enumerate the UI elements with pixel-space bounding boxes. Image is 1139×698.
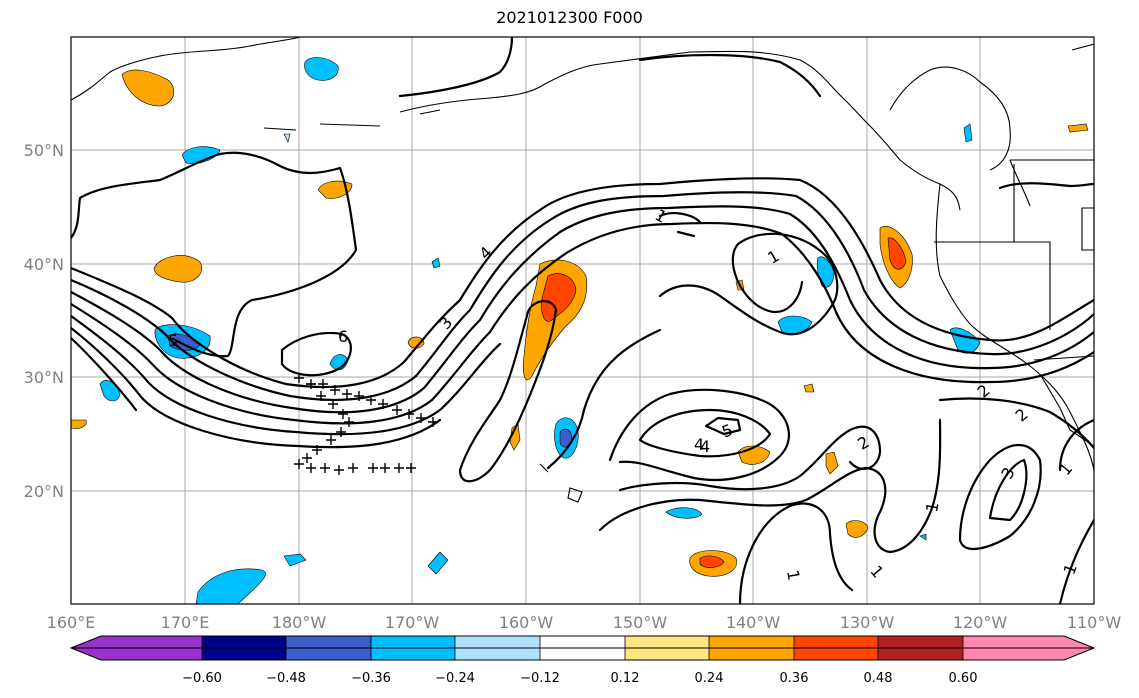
- lon-tick-label: 120°W: [953, 613, 1008, 632]
- colorbar-tick-label: 0.24: [695, 671, 724, 686]
- lon-tick-labels: 160°E 170°E 180°W 170°W 160°W 150°W 140°…: [47, 613, 1122, 632]
- map-area: 6 5 4 3 4 1 1 2 5 4 2 2 3 1 1 1 1 1: [71, 37, 1094, 604]
- lat-tick-label: 50°N: [24, 141, 64, 160]
- lon-tick-label: 150°W: [613, 613, 668, 632]
- contour-label: 1: [783, 569, 803, 582]
- colorbar-tick-label: 0.48: [864, 671, 893, 686]
- contour-label: 1: [866, 562, 887, 582]
- map-frame: [70, 36, 1095, 605]
- colorbar-tick-label: −0.12: [520, 671, 560, 686]
- contour-label-group: 6 5 4 3 4 1 1 2 5 4 2 2 3 1 1 1 1 1: [168, 205, 1081, 582]
- colorbar: −0.60 −0.48 −0.36 −0.24 −0.12 0.12 0.24 …: [69, 635, 1096, 686]
- contour-label: 1: [1059, 561, 1080, 577]
- colorbar-tick-label: −0.48: [266, 671, 306, 686]
- lon-tick-label: 130°W: [840, 613, 895, 632]
- contour-label: 5: [168, 331, 178, 350]
- lat-tick-label: 20°N: [24, 482, 64, 501]
- contour-label: 6: [338, 327, 348, 346]
- contour-label: 1: [922, 500, 942, 513]
- plus-markers: [294, 373, 438, 475]
- colorbar-tick-label: −0.24: [435, 671, 475, 686]
- colorbar-tick-label: −0.36: [351, 671, 391, 686]
- lon-tick-label: 140°W: [726, 613, 781, 632]
- contour-label: 4: [694, 435, 704, 454]
- lat-tick-label: 40°N: [24, 255, 64, 274]
- lon-tick-label: 170°E: [161, 613, 210, 632]
- lon-tick-label: 160°E: [47, 613, 96, 632]
- colorbar-outline: [69, 635, 1096, 661]
- colorbar-tick-labels: −0.60 −0.48 −0.36 −0.24 −0.12 0.12 0.24 …: [182, 671, 977, 686]
- colorbar-tick-label: 0.36: [780, 671, 809, 686]
- lon-tick-label: 180°W: [272, 613, 327, 632]
- contour-label: 2: [1012, 404, 1032, 425]
- lon-tick-label: 110°W: [1067, 613, 1122, 632]
- lon-tick-label: 170°W: [385, 613, 440, 632]
- contour-lines: [71, 37, 1094, 604]
- lat-tick-labels: 50°N 40°N 30°N 20°N: [24, 141, 64, 501]
- contour-label: 3: [997, 464, 1019, 482]
- colorbar-tick-label: 0.12: [611, 671, 640, 686]
- contour-label: 2: [854, 432, 872, 454]
- colorbar-tick-label: 0.60: [949, 671, 978, 686]
- lat-tick-label: 30°N: [24, 368, 64, 387]
- shaded-anomalies: [71, 57, 1089, 604]
- coastlines: [71, 37, 1094, 503]
- contour-label: 1: [1055, 459, 1076, 479]
- gridlines: [71, 37, 1094, 604]
- colorbar-tick-label: −0.60: [182, 671, 222, 686]
- contour-label: 4: [700, 437, 710, 456]
- lon-tick-label: 160°W: [499, 613, 554, 632]
- map-title: 2021012300 F000: [496, 8, 643, 27]
